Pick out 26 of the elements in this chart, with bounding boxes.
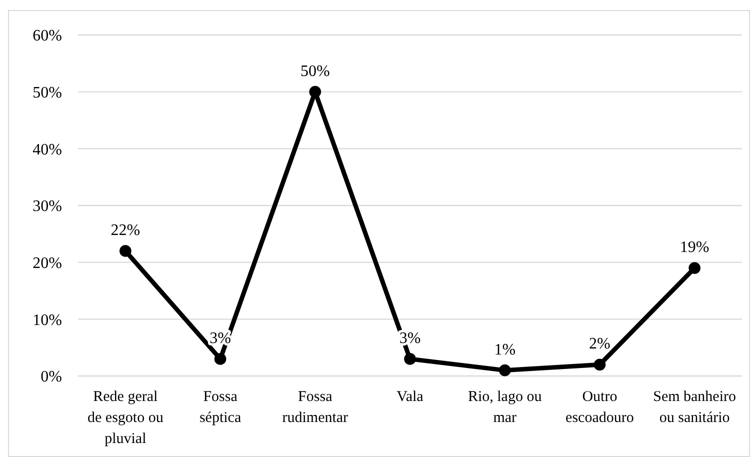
y-tick-label: 40%: [32, 141, 62, 158]
x-tick-label: Outro escoadouro: [566, 389, 634, 426]
y-tick-label: 50%: [32, 84, 62, 102]
point: [498, 364, 511, 376]
point: [309, 86, 322, 98]
data-label: 50%: [300, 62, 330, 80]
data-label: 1%: [494, 341, 516, 358]
x-tick-label: Fossa rudimentar: [282, 389, 348, 426]
x-tick-label: Rede geral de esgoto ou pluvial: [88, 389, 164, 447]
x-tick-label: Fossa séptica: [199, 389, 242, 426]
y-tick-label: 30%: [32, 198, 62, 216]
y-tick-label: 20%: [32, 254, 62, 272]
point: [404, 353, 416, 365]
point: [214, 353, 226, 365]
y-tick-label: 10%: [32, 312, 62, 329]
point: [688, 262, 700, 274]
data-label: 19%: [680, 239, 710, 256]
x-tick-label: Sem banheiro ou sanitário: [653, 389, 736, 426]
point: [594, 358, 606, 371]
data-label: 2%: [589, 336, 610, 353]
y-tick-label: 60%: [32, 28, 62, 45]
x-tick-label: Rio, lago ou mar: [468, 389, 542, 426]
data-label: 22%: [110, 222, 140, 239]
point: [120, 245, 132, 257]
y-tick-label: 0%: [40, 368, 62, 386]
x-tick-label: Vala: [396, 389, 424, 405]
